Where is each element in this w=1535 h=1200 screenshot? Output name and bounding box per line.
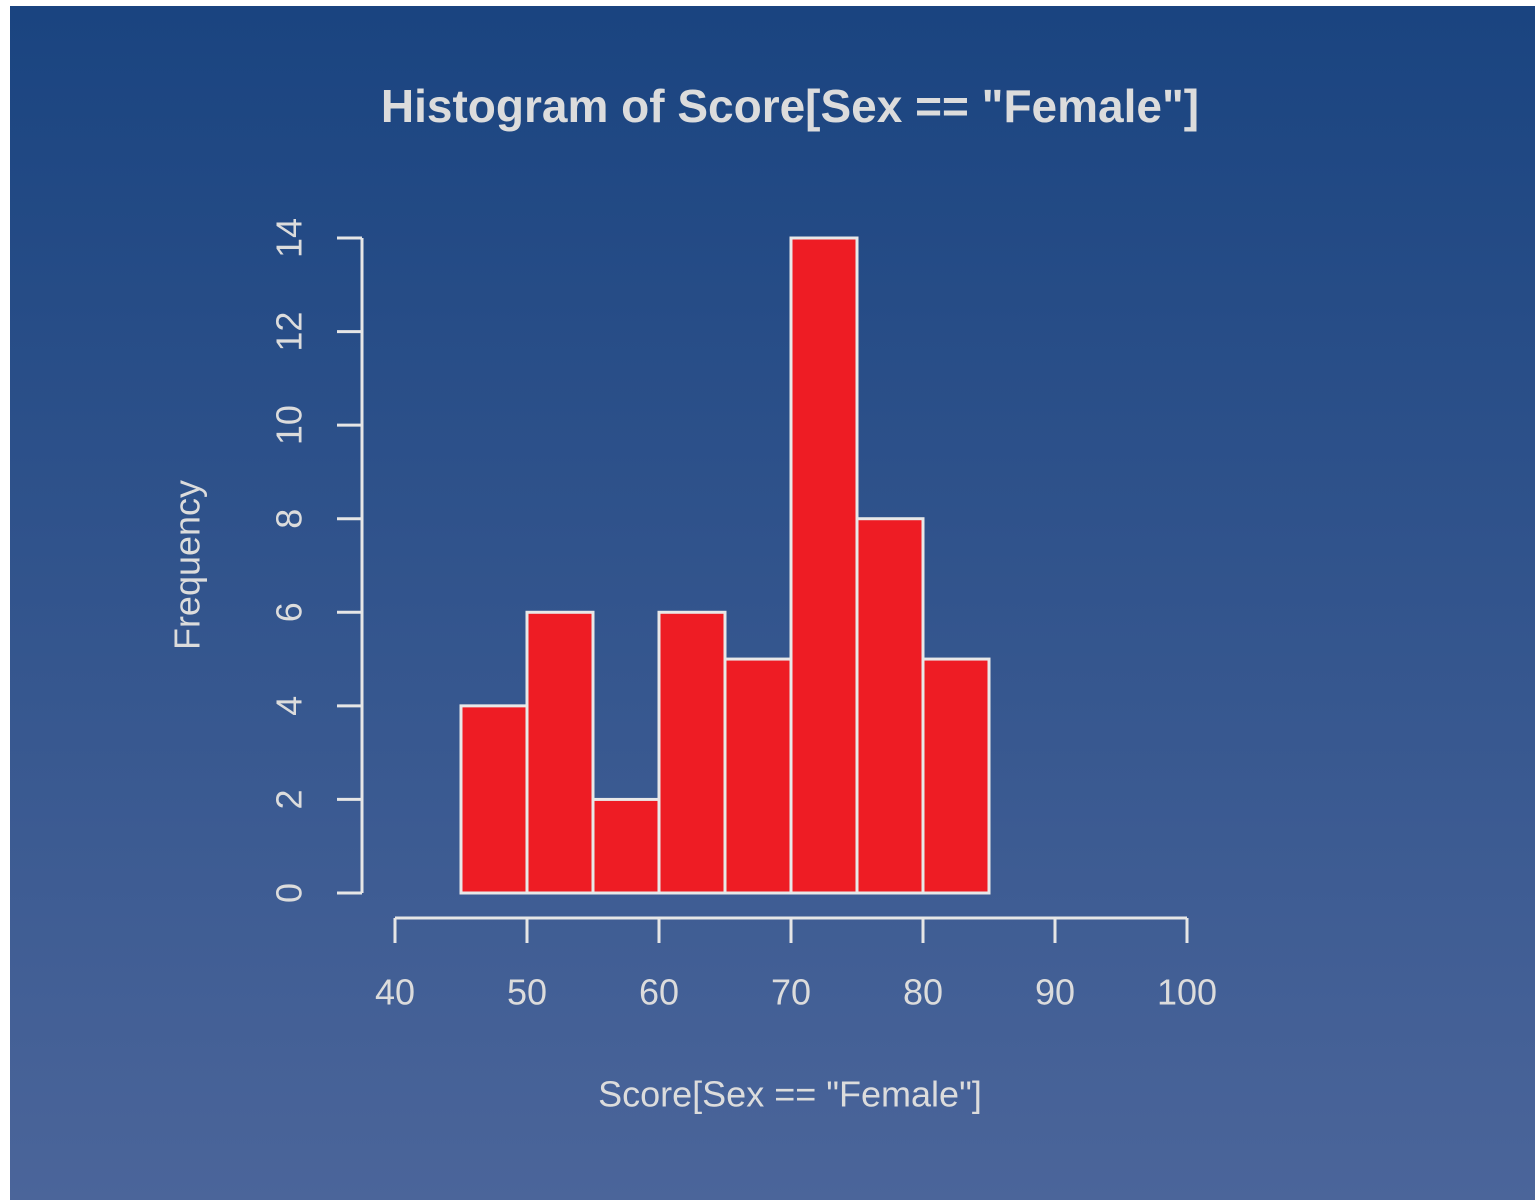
y-tick-label: 14 (269, 218, 310, 258)
y-tick-label: 0 (269, 883, 310, 903)
y-tick-label: 12 (269, 312, 310, 352)
y-tick-label: 8 (269, 509, 310, 529)
x-tick-label: 50 (507, 972, 547, 1013)
chart-title: Histogram of Score[Sex == "Female"] (381, 80, 1199, 132)
histogram-bar (591, 797, 661, 895)
y-tick-label: 10 (269, 405, 310, 445)
x-axis-label: Score[Sex == "Female"] (598, 1074, 982, 1115)
histogram-bar (459, 704, 529, 895)
histogram-bar (657, 610, 727, 895)
histogram-bar (921, 657, 991, 895)
histogram-bar (723, 657, 793, 895)
x-tick-label: 100 (1157, 972, 1217, 1013)
histogram-bar (525, 610, 595, 895)
x-tick-label: 40 (375, 972, 415, 1013)
y-tick-label: 4 (269, 696, 310, 716)
histogram-bar (855, 517, 925, 895)
x-tick-label: 80 (903, 972, 943, 1013)
y-axis-label: Frequency (167, 480, 208, 650)
histogram-bar (789, 236, 859, 895)
y-tick-label: 2 (269, 789, 310, 809)
x-tick-label: 90 (1035, 972, 1075, 1013)
x-tick-label: 70 (771, 972, 811, 1013)
x-tick-label: 60 (639, 972, 679, 1013)
y-tick-label: 6 (269, 602, 310, 622)
background (10, 6, 1535, 1200)
